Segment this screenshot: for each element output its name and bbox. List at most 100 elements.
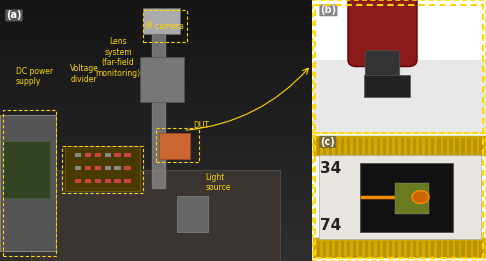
FancyBboxPatch shape [353, 138, 356, 155]
FancyBboxPatch shape [437, 138, 440, 155]
FancyBboxPatch shape [359, 138, 363, 155]
FancyBboxPatch shape [323, 138, 327, 155]
FancyBboxPatch shape [323, 241, 327, 257]
FancyBboxPatch shape [425, 241, 429, 257]
Text: Lens
system
(far-field
monitoring): Lens system (far-field monitoring) [96, 37, 141, 78]
FancyBboxPatch shape [124, 166, 131, 170]
Text: 74: 74 [320, 218, 341, 233]
Text: DC power
supply: DC power supply [16, 67, 52, 86]
FancyBboxPatch shape [431, 138, 434, 155]
FancyBboxPatch shape [461, 241, 465, 257]
FancyBboxPatch shape [431, 241, 434, 257]
Circle shape [412, 191, 429, 204]
FancyBboxPatch shape [158, 133, 190, 159]
FancyBboxPatch shape [75, 166, 81, 170]
FancyBboxPatch shape [473, 138, 477, 155]
FancyBboxPatch shape [401, 241, 404, 257]
FancyBboxPatch shape [319, 155, 481, 239]
FancyBboxPatch shape [467, 138, 470, 155]
FancyBboxPatch shape [377, 241, 381, 257]
FancyBboxPatch shape [419, 241, 422, 257]
FancyBboxPatch shape [455, 241, 458, 257]
FancyBboxPatch shape [359, 241, 363, 257]
FancyBboxPatch shape [437, 241, 440, 257]
FancyBboxPatch shape [0, 115, 56, 251]
Text: Voltage
divider: Voltage divider [69, 64, 99, 84]
FancyBboxPatch shape [365, 138, 368, 155]
FancyBboxPatch shape [115, 179, 121, 183]
FancyBboxPatch shape [383, 138, 386, 155]
FancyBboxPatch shape [115, 153, 121, 157]
FancyBboxPatch shape [383, 241, 386, 257]
FancyBboxPatch shape [389, 241, 393, 257]
FancyBboxPatch shape [329, 241, 332, 257]
FancyBboxPatch shape [31, 170, 280, 261]
FancyBboxPatch shape [365, 241, 368, 257]
FancyBboxPatch shape [104, 179, 111, 183]
FancyBboxPatch shape [85, 153, 91, 157]
FancyBboxPatch shape [473, 241, 477, 257]
FancyBboxPatch shape [449, 138, 452, 155]
FancyBboxPatch shape [443, 138, 447, 155]
FancyBboxPatch shape [389, 138, 393, 155]
FancyBboxPatch shape [413, 241, 417, 257]
FancyBboxPatch shape [365, 51, 399, 80]
FancyBboxPatch shape [347, 138, 350, 155]
FancyBboxPatch shape [395, 138, 399, 155]
FancyBboxPatch shape [95, 179, 101, 183]
FancyBboxPatch shape [377, 138, 381, 155]
FancyBboxPatch shape [313, 136, 486, 156]
FancyBboxPatch shape [443, 241, 447, 257]
FancyBboxPatch shape [479, 138, 483, 155]
FancyBboxPatch shape [140, 57, 184, 102]
Text: Light
source: Light source [205, 173, 231, 192]
FancyBboxPatch shape [364, 75, 410, 97]
FancyBboxPatch shape [124, 179, 131, 183]
FancyBboxPatch shape [75, 179, 81, 183]
FancyBboxPatch shape [177, 196, 208, 232]
FancyBboxPatch shape [371, 241, 374, 257]
FancyBboxPatch shape [335, 138, 338, 155]
FancyBboxPatch shape [335, 241, 338, 257]
FancyBboxPatch shape [313, 238, 486, 258]
FancyBboxPatch shape [395, 241, 399, 257]
Text: DUT: DUT [193, 121, 209, 130]
FancyBboxPatch shape [347, 241, 350, 257]
FancyBboxPatch shape [313, 60, 486, 133]
FancyBboxPatch shape [65, 146, 140, 191]
FancyBboxPatch shape [104, 153, 111, 157]
FancyBboxPatch shape [479, 241, 483, 257]
FancyBboxPatch shape [329, 138, 332, 155]
FancyBboxPatch shape [341, 138, 345, 155]
FancyBboxPatch shape [317, 241, 320, 257]
FancyBboxPatch shape [461, 138, 465, 155]
Text: (b): (b) [320, 5, 336, 15]
FancyBboxPatch shape [407, 241, 411, 257]
FancyBboxPatch shape [360, 163, 453, 232]
FancyBboxPatch shape [455, 138, 458, 155]
FancyBboxPatch shape [449, 241, 452, 257]
Text: (a): (a) [6, 10, 22, 20]
FancyBboxPatch shape [371, 138, 374, 155]
FancyBboxPatch shape [395, 183, 429, 214]
FancyBboxPatch shape [407, 138, 411, 155]
FancyBboxPatch shape [419, 138, 422, 155]
Text: IR camera: IR camera [145, 22, 184, 31]
FancyBboxPatch shape [115, 166, 121, 170]
FancyBboxPatch shape [353, 241, 356, 257]
FancyBboxPatch shape [85, 179, 91, 183]
FancyBboxPatch shape [425, 138, 429, 155]
FancyBboxPatch shape [104, 166, 111, 170]
FancyBboxPatch shape [95, 166, 101, 170]
FancyBboxPatch shape [317, 138, 320, 155]
FancyBboxPatch shape [75, 153, 81, 157]
Text: 34: 34 [320, 161, 341, 176]
FancyBboxPatch shape [348, 0, 417, 67]
FancyBboxPatch shape [95, 153, 101, 157]
FancyBboxPatch shape [3, 141, 50, 198]
FancyBboxPatch shape [341, 241, 345, 257]
FancyBboxPatch shape [413, 138, 417, 155]
FancyBboxPatch shape [85, 166, 91, 170]
FancyBboxPatch shape [401, 138, 404, 155]
FancyBboxPatch shape [467, 241, 470, 257]
